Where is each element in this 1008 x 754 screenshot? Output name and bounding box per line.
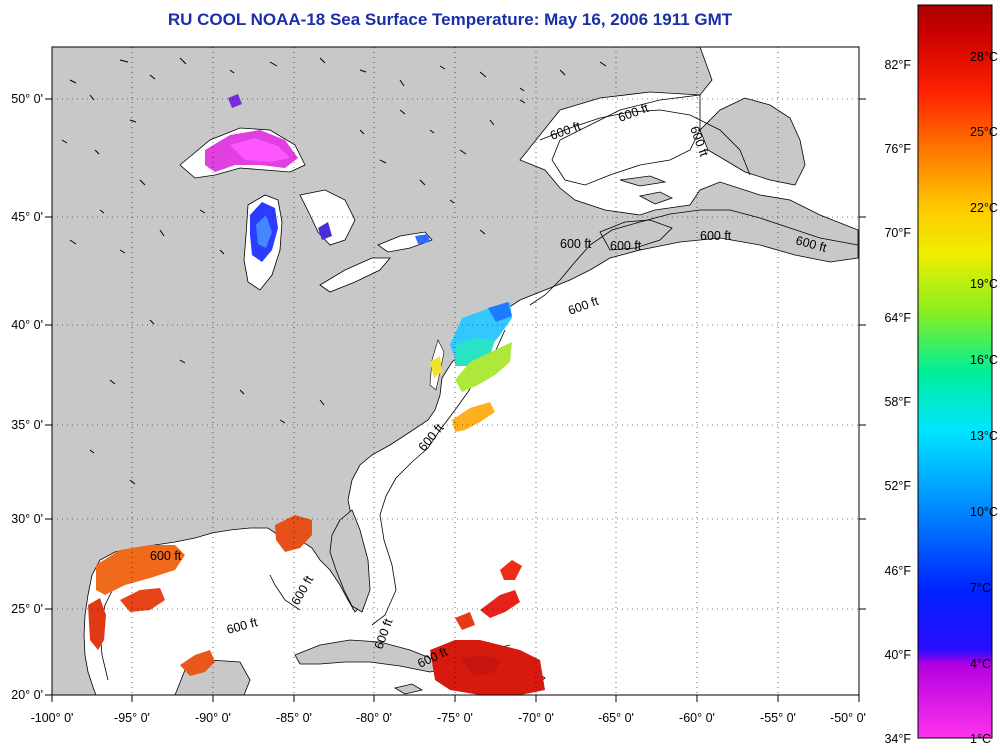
lon-label: -60° 0' (679, 711, 715, 725)
legend-f-label: 82°F (884, 58, 911, 72)
newfoundland-land (699, 97, 806, 186)
lon-label: -90° 0' (195, 711, 231, 725)
contour-label: 600 ft (700, 229, 732, 243)
legend-c-label: 10°C (970, 505, 998, 519)
legend-f-label: 52°F (884, 479, 911, 493)
lon-label: -100° 0' (31, 711, 74, 725)
legend-f-label: 70°F (884, 226, 911, 240)
lon-label: -80° 0' (356, 711, 392, 725)
legend-c-label: 16°C (970, 353, 998, 367)
longitude-labels: -100° 0' -95° 0' -90° 0' -85° 0' -80° 0'… (31, 711, 866, 725)
lat-label: 20° 0' (11, 688, 43, 702)
legend-c-label: 19°C (970, 277, 998, 291)
jamaica-island (393, 683, 424, 695)
legend-f-label: 40°F (884, 648, 911, 662)
nova-scotia-land (599, 219, 673, 251)
lat-label: 25° 0' (11, 602, 43, 616)
anticosti-island (619, 175, 667, 187)
sst-gulf-of-mexico (88, 515, 312, 676)
lon-label: -95° 0' (114, 711, 150, 725)
latitude-labels: 50° 0' 45° 0' 40° 0' 35° 0' 30° 0' 25° 0… (11, 92, 43, 702)
contour-label: 600 ft (610, 239, 642, 253)
map-title: RU COOL NOAA-18 Sea Surface Temperature:… (167, 10, 733, 29)
legend-c-label: 22°C (970, 201, 998, 215)
axis-ticks (45, 98, 866, 702)
legend-f-label: 46°F (884, 564, 911, 578)
lon-label: -65° 0' (598, 711, 634, 725)
lon-label: -70° 0' (518, 711, 554, 725)
legend-c-label: 25°C (970, 125, 998, 139)
lat-label: 50° 0' (11, 92, 43, 106)
colorbar (917, 4, 993, 739)
sst-mid-atlantic (430, 302, 512, 432)
legend-c-label: 4°C (970, 657, 991, 671)
contour-label: 600 ft (560, 237, 592, 251)
lon-label: -55° 0' (760, 711, 796, 725)
legend-c-label: 7°C (970, 581, 991, 595)
legend-c-label: 13°C (970, 429, 998, 443)
lon-label: -85° 0' (276, 711, 312, 725)
legend-c-label: 28°C (970, 50, 998, 64)
st-lawrence-estuary (551, 94, 701, 186)
lat-label: 35° 0' (11, 418, 43, 432)
contour-label: 600 ft (150, 549, 182, 563)
legend-f-label: 76°F (884, 142, 911, 156)
sst-caribbean (430, 560, 545, 695)
legend-f-label: 58°F (884, 395, 911, 409)
color-legend: 82°F 76°F 70°F 64°F 58°F 52°F 46°F 40°F … (884, 4, 998, 746)
legend-c-label: 1°C (970, 732, 991, 746)
lake-huron (299, 189, 356, 246)
small-lakes (61, 57, 607, 485)
lat-label: 40° 0' (11, 318, 43, 332)
pei-island (638, 191, 674, 205)
lon-label: -50° 0' (830, 711, 866, 725)
graticule (52, 47, 859, 695)
lon-label: -75° 0' (437, 711, 473, 725)
legend-f-label: 64°F (884, 311, 911, 325)
legend-f-label: 34°F (884, 732, 911, 746)
lat-label: 45° 0' (11, 210, 43, 224)
lake-erie (319, 257, 391, 293)
lat-label: 30° 0' (11, 512, 43, 526)
